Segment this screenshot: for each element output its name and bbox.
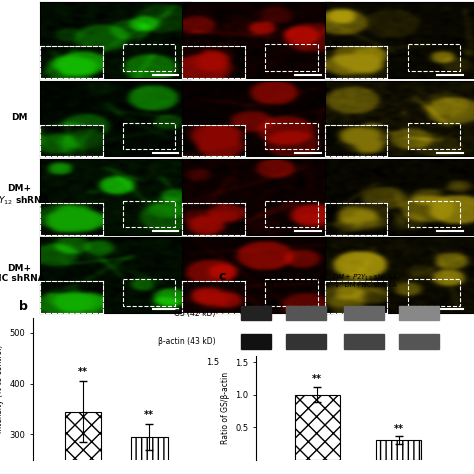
Bar	[408, 45, 460, 71]
Bar	[408, 201, 460, 228]
Text: $DM+P2Y_{12}$ shRNA: $DM+P2Y_{12}$ shRNA	[332, 273, 398, 283]
Y-axis label: Intensity (% to control): Intensity (% to control)	[0, 345, 4, 433]
Bar	[344, 335, 384, 349]
Bar	[241, 306, 271, 320]
Text: β-actin (43 kD): β-actin (43 kD)	[158, 337, 216, 346]
Bar	[123, 279, 175, 306]
Bar	[123, 123, 175, 149]
Text: ↓  DM+NC shRNA: ↓ DM+NC shRNA	[334, 282, 396, 288]
Text: **: **	[144, 410, 155, 420]
Bar	[241, 335, 271, 349]
Text: c: c	[218, 270, 226, 283]
Bar	[131, 437, 167, 474]
Bar	[376, 440, 421, 460]
Bar	[344, 306, 384, 320]
Text: Ctrl: Ctrl	[261, 280, 275, 289]
Bar	[399, 335, 439, 349]
Bar	[408, 279, 460, 306]
Text: DM: DM	[11, 113, 27, 122]
Text: **: **	[78, 367, 88, 377]
Text: b: b	[19, 301, 28, 313]
Text: DM+
NC shRNA: DM+ NC shRNA	[0, 264, 45, 283]
Bar	[265, 45, 318, 71]
Bar	[265, 123, 318, 149]
Y-axis label: Ratio of GS/β-actin: Ratio of GS/β-actin	[220, 372, 229, 444]
Text: 1.5: 1.5	[206, 357, 219, 366]
Text: DM+
$P2Y_{12}$ shRNA: DM+ $P2Y_{12}$ shRNA	[0, 184, 51, 207]
Bar	[295, 394, 339, 460]
Bar	[408, 123, 460, 149]
Bar	[399, 306, 439, 320]
Bar	[265, 201, 318, 228]
Text: **: **	[393, 424, 404, 434]
Bar	[123, 45, 175, 71]
Text: GS (42 kD): GS (42 kD)	[174, 309, 216, 318]
Bar	[123, 201, 175, 228]
Text: **: **	[312, 374, 322, 384]
Text: DM: DM	[314, 275, 326, 284]
Text: ↓: ↓	[290, 274, 298, 284]
Bar	[265, 279, 318, 306]
Bar	[286, 306, 326, 320]
Bar	[64, 411, 101, 474]
Bar	[286, 335, 326, 349]
